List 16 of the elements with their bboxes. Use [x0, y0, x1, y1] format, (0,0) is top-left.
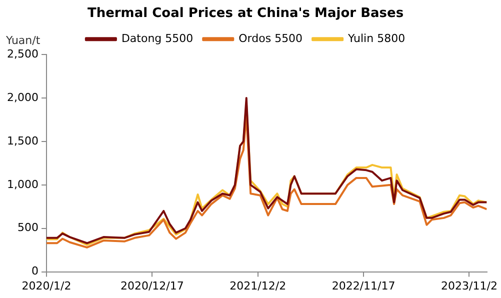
legend-label: Datong 5500	[121, 32, 194, 45]
x-tick-label: 2020/1/2	[22, 279, 72, 292]
y-tick-label: 1,000	[6, 178, 38, 191]
y-tick-label: 1,500	[6, 134, 38, 148]
chart-title: Thermal Coal Prices at China's Major Bases	[87, 6, 404, 22]
x-tick-label: 2023/11/2	[441, 279, 498, 292]
x-tick-label: 2020/12/17	[120, 279, 184, 292]
y-tick-label: 0	[31, 264, 38, 278]
y-tick-label: 500	[17, 221, 38, 234]
x-tick-label: 2021/12/2	[230, 279, 286, 292]
y-tick-label: 2,000	[6, 90, 38, 104]
legend-label: Ordos 5500	[238, 32, 303, 45]
x-tick-label: 2022/11/17	[332, 279, 396, 292]
y-axis-title: Yuan/t	[5, 34, 41, 47]
y-tick-label: 2,500	[6, 47, 38, 60]
legend-label: Yulin 5800	[347, 32, 406, 45]
